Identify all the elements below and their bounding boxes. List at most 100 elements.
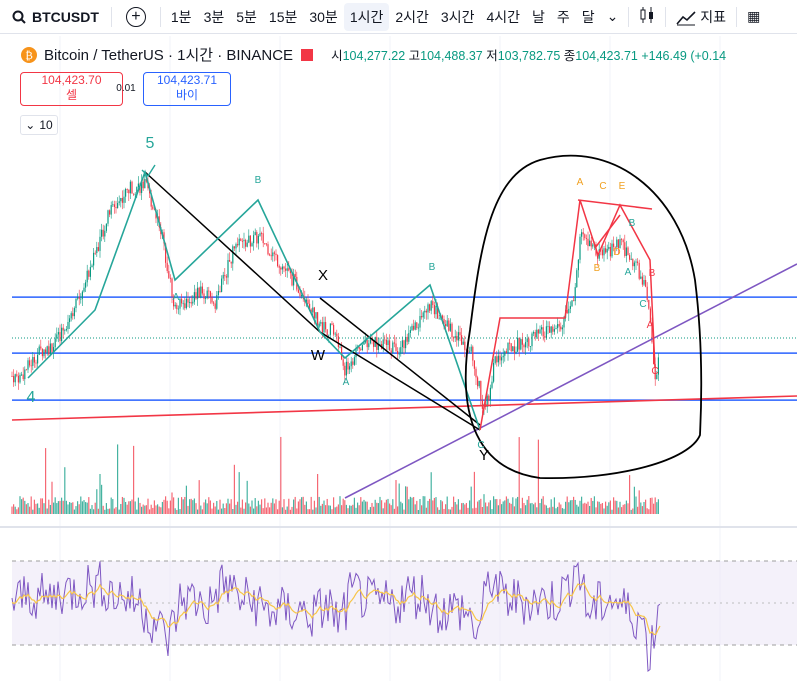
volume-bar [102, 505, 104, 514]
interval-5m[interactable]: 5분 [236, 8, 257, 25]
flag-icon[interactable] [301, 48, 314, 61]
indicators-button[interactable]: 지표 [670, 3, 732, 31]
candle-body [171, 278, 173, 297]
volume-bar [467, 507, 469, 514]
interval-3h[interactable]: 3시간 [440, 8, 475, 25]
volume-bar [57, 501, 59, 514]
volume-bar [494, 499, 496, 514]
volume-bar [278, 500, 280, 514]
candle-body [409, 330, 411, 333]
volume-bar [387, 498, 389, 514]
candle-body [280, 267, 282, 270]
volume-bar [598, 501, 600, 514]
volume-bar [283, 499, 285, 514]
candle-body [568, 308, 570, 314]
interval-1h[interactable]: 1시간 [343, 2, 390, 31]
change-value: +146.49 (+0.14 [641, 49, 727, 63]
candle-body [353, 357, 355, 365]
interval-15m[interactable]: 15분 [268, 8, 298, 25]
candle-body [75, 298, 77, 309]
volume-bar [462, 502, 464, 514]
layout-grid-icon[interactable]: ▦ [747, 8, 761, 24]
candle-body [192, 301, 194, 304]
volume-bar [219, 499, 221, 514]
volume-bar [448, 509, 450, 514]
volume-bar [21, 499, 23, 514]
interval-4h[interactable]: 4시간 [486, 8, 520, 25]
candle-body [118, 201, 120, 203]
volume-bar [577, 506, 579, 514]
sell-button[interactable]: 104,423.70 셀 [20, 72, 123, 106]
buy-button[interactable]: 104,423.71 바이 [143, 72, 231, 106]
candle-body [125, 189, 127, 197]
volume-bar [395, 480, 397, 514]
volume-bar [334, 507, 336, 514]
volume-bar [453, 496, 455, 514]
candle-body [464, 341, 466, 350]
buy-price: 104,423.71 [156, 73, 218, 87]
candle-body [592, 244, 594, 247]
candle-body [305, 299, 307, 303]
volume-bar [456, 504, 458, 514]
wave-c3-label: C [639, 299, 646, 310]
candle-body [11, 375, 13, 377]
volume-bar [576, 504, 578, 514]
volume-bar [273, 503, 275, 514]
interval-3m[interactable]: 3분 [203, 8, 225, 25]
indicator-toggle[interactable]: ⌄ 10 [20, 115, 58, 135]
wave-y-label: Y [479, 447, 489, 464]
volume-bar [78, 504, 80, 514]
candle-body [597, 255, 599, 259]
interval-30m[interactable]: 30분 [309, 8, 338, 25]
compare-plus-icon[interactable]: + [125, 6, 146, 27]
candle-body [107, 210, 109, 224]
interval-week[interactable]: 주 [556, 8, 570, 25]
candle-body [83, 287, 85, 292]
volume-bar [81, 501, 83, 514]
symbol-search[interactable]: BTCUSDT [0, 9, 107, 25]
volume-bar [195, 503, 197, 514]
candle-body [560, 326, 562, 330]
candle-body [510, 343, 512, 352]
volume-bar [85, 502, 87, 514]
volume-bar [403, 509, 405, 514]
volume-bar [542, 496, 544, 514]
volume-bar [505, 496, 507, 514]
interval-day[interactable]: 날 [532, 8, 545, 25]
volume-bar [529, 503, 531, 514]
volume-bar [150, 504, 152, 514]
volume-bar [325, 505, 327, 514]
triangle-b-label: B [594, 263, 601, 274]
candle-body [131, 181, 133, 194]
volume-bar [349, 505, 351, 514]
volume-bar [48, 499, 50, 514]
candle-body [301, 294, 303, 297]
candle-body [64, 330, 66, 332]
candle-body [259, 233, 261, 236]
candle-body [227, 260, 229, 278]
candle-body [427, 304, 429, 313]
volume-bar [272, 498, 274, 514]
interval-2h[interactable]: 2시간 [395, 8, 429, 25]
volume-bar [136, 509, 138, 514]
volume-bar [446, 496, 448, 514]
volume-bar [643, 502, 645, 514]
volume-bar [286, 506, 288, 514]
volume-bar [213, 502, 215, 514]
volume-bar [139, 502, 141, 514]
chart-legend: ₿ Bitcoin / TetherUS · 1시간 · BINANCE 시10… [20, 44, 726, 65]
interval-month[interactable]: 달 [581, 8, 595, 25]
candle-body [235, 244, 237, 249]
top-toolbar: BTCUSDT + 1분 3분 5분 15분 30분 1시간 2시간 3시간 4… [0, 0, 797, 34]
interval-1m[interactable]: 1분 [170, 8, 192, 25]
volume-bar [54, 497, 56, 514]
candle-type-icon[interactable] [633, 2, 661, 31]
volume-bar [313, 500, 315, 514]
volume-bar [96, 489, 98, 514]
volume-bar [435, 497, 437, 514]
chevron-down-icon[interactable]: ⌄ [606, 8, 619, 24]
candle-body [486, 395, 488, 408]
candle-body [246, 242, 248, 247]
candle-body [390, 350, 392, 353]
